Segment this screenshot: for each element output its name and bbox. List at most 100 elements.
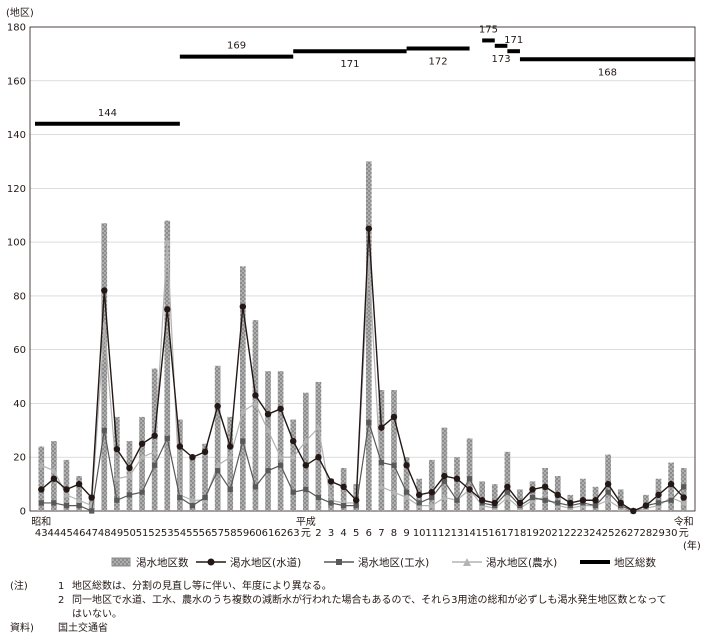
- data-point: [265, 468, 271, 474]
- x-tick-label: 46: [73, 528, 86, 539]
- data-point: [240, 438, 246, 444]
- data-point: [227, 453, 234, 460]
- x-tick-label: 61: [262, 528, 275, 539]
- bar: [491, 484, 498, 511]
- x-tick-label: 52: [148, 528, 161, 539]
- y-tick-label: 80: [13, 291, 26, 302]
- data-point: [63, 503, 70, 509]
- total-label: 144: [98, 108, 117, 119]
- data-point: [50, 475, 58, 482]
- data-point: [88, 502, 95, 509]
- square-line-icon: [324, 559, 354, 565]
- bar: [580, 478, 586, 511]
- data-point: [327, 478, 335, 485]
- x-tick-label: 51: [136, 528, 149, 539]
- legend-item-agri: 渇水地区(農水): [452, 553, 557, 571]
- total-district-series: 144 169 171 172 175 173 171 168: [35, 24, 695, 126]
- data-point: [403, 493, 410, 500]
- source-label: 資料): [10, 623, 34, 634]
- data-point: [126, 472, 133, 479]
- x-tick-label: 19: [526, 528, 539, 539]
- y-axis-label: (地区): [6, 6, 34, 19]
- x-tick-label: 13: [451, 528, 464, 539]
- thick-line-icon: [580, 560, 610, 564]
- data-point: [202, 494, 208, 501]
- x-tick-label: 23: [577, 528, 590, 539]
- data-point: [189, 496, 196, 503]
- x-tick-label: 43: [35, 528, 48, 539]
- data-point: [390, 413, 398, 421]
- series-line: [41, 242, 684, 512]
- bar: [378, 390, 385, 511]
- data-point: [366, 419, 372, 425]
- x-tick-label: 48: [98, 528, 111, 539]
- data-point: [416, 500, 422, 506]
- x-tick-label: 10: [413, 528, 426, 539]
- data-point: [642, 502, 650, 509]
- bar: [265, 371, 271, 511]
- bar: [101, 223, 108, 512]
- x-tick-label: 16: [488, 528, 501, 539]
- data-point: [542, 497, 548, 503]
- era-label: 令和: [674, 515, 694, 528]
- bar: [63, 459, 70, 511]
- data-point: [89, 508, 95, 514]
- x-tick-label: 5: [353, 528, 359, 539]
- note-label: (注): [10, 581, 28, 592]
- x-tick-label: 30: [665, 528, 678, 539]
- series-line: [40, 228, 685, 512]
- data-point: [504, 493, 511, 500]
- data-point: [466, 476, 473, 482]
- bar: [151, 368, 158, 511]
- bar: [227, 416, 234, 511]
- y-tick-label: 140: [7, 130, 26, 141]
- data-point: [668, 497, 674, 503]
- data-point: [428, 488, 435, 496]
- notes: (注) 1 地区総数は、分割の見直し等に伴い、年度により異なる。 2 同一地区で…: [10, 580, 705, 636]
- data-point: [554, 491, 561, 499]
- data-point: [478, 497, 486, 504]
- data-point: [302, 462, 310, 469]
- x-tick-label: 15: [476, 528, 489, 539]
- data-point: [75, 496, 83, 503]
- data-point: [378, 460, 384, 466]
- x-tick-label: 27: [627, 528, 640, 539]
- data-point: [655, 500, 662, 506]
- y-tick-label: 180: [7, 23, 26, 34]
- data-point: [441, 478, 447, 485]
- data-point: [51, 500, 57, 506]
- legend-item-total: 地区総数: [580, 553, 656, 571]
- data-point: [315, 454, 322, 461]
- data-point: [592, 503, 599, 509]
- source-text: 国土交通省: [58, 623, 108, 634]
- bar-swatch-icon: [111, 557, 131, 567]
- data-point: [214, 402, 221, 410]
- total-label: 172: [429, 57, 448, 68]
- data-point: [516, 499, 524, 507]
- bar: [202, 443, 208, 511]
- bar: [441, 427, 448, 511]
- data-point: [667, 480, 675, 488]
- legend-item-water: 渇水地区(水道): [196, 553, 301, 571]
- x-tick-label: 44: [48, 528, 61, 539]
- bar: [277, 371, 284, 511]
- data-point: [390, 488, 398, 495]
- data-point: [567, 499, 574, 507]
- circle-line-icon: [196, 558, 226, 566]
- data-point: [655, 491, 662, 499]
- data-point: [353, 503, 359, 509]
- bar: [504, 451, 511, 511]
- data-point: [126, 492, 133, 498]
- data-point: [76, 503, 82, 509]
- axes: [29, 26, 696, 512]
- x-tick-label: 8: [391, 528, 397, 539]
- data-point: [227, 486, 233, 493]
- data-point: [239, 407, 247, 414]
- data-point: [454, 497, 460, 503]
- data-point: [151, 448, 158, 455]
- note-number: [58, 608, 72, 622]
- data-point: [264, 426, 272, 433]
- bar: [315, 381, 322, 511]
- data-point: [290, 437, 297, 445]
